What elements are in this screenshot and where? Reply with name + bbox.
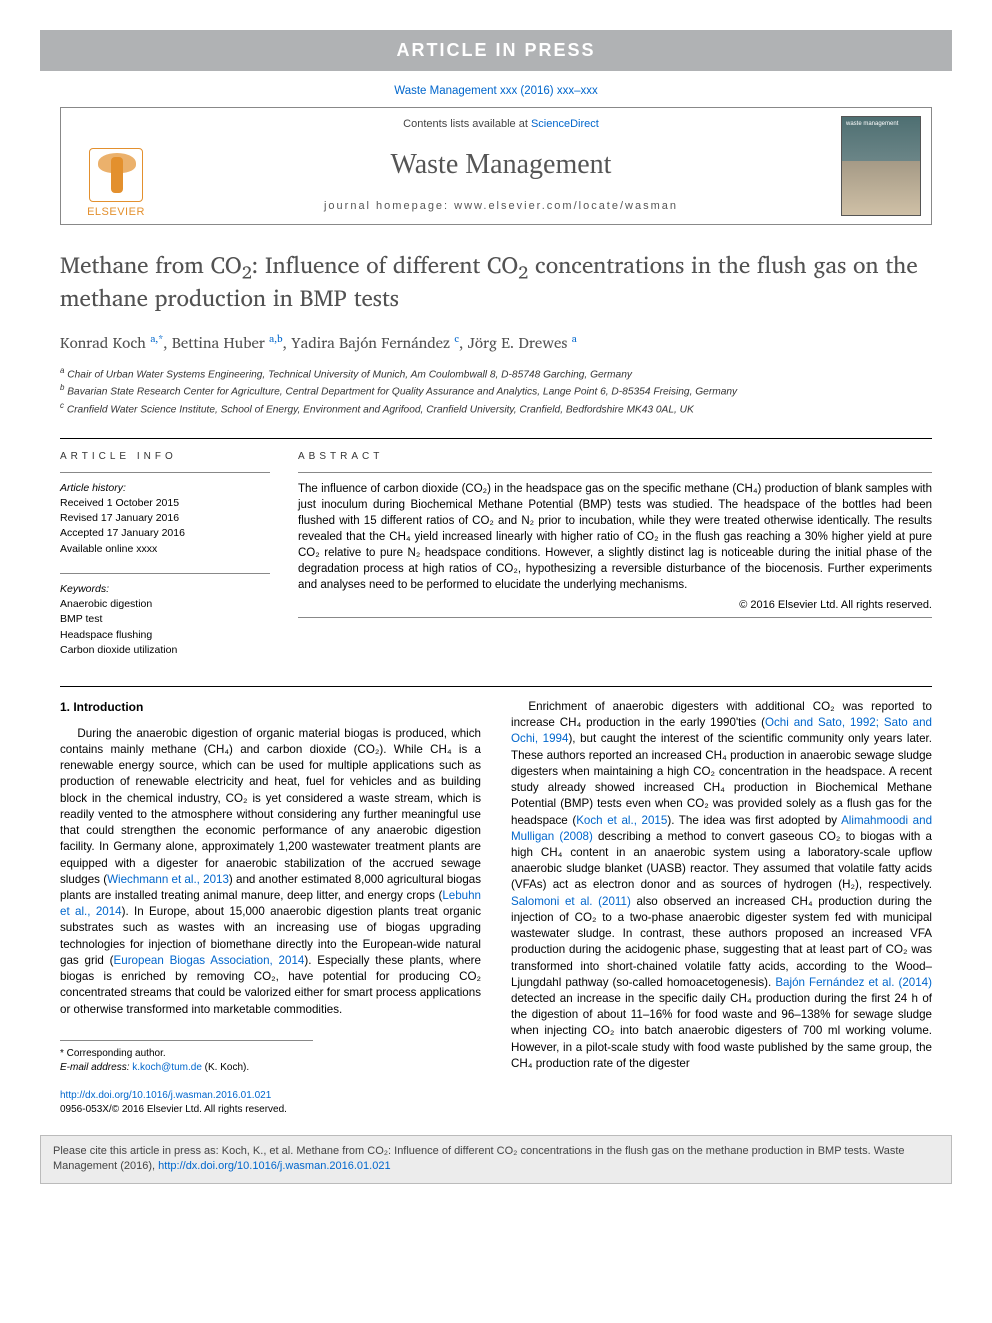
info-rule-1 xyxy=(60,472,270,473)
t: also observed an increased CH₄ productio… xyxy=(511,895,932,989)
history-online: Available online xxxx xyxy=(60,543,157,555)
ref-bajon[interactable]: Bajón Fernández et al. (2014) xyxy=(775,976,932,989)
history-accepted: Accepted 17 January 2016 xyxy=(60,527,185,539)
t: ), but caught the interest of the scient… xyxy=(511,732,932,826)
affiliation-b-text: Bavarian State Research Center for Agric… xyxy=(67,387,737,398)
t: detected an increase in the specific dai… xyxy=(511,992,932,1070)
author-3: Yadira Bajón Fernández xyxy=(291,330,450,355)
footer-cite-link[interactable]: http://dx.doi.org/10.1016/j.wasman.2016.… xyxy=(158,1160,390,1172)
article-in-press-banner: ARTICLE IN PRESS xyxy=(40,30,952,71)
author-4-aff[interactable]: a xyxy=(572,331,577,347)
keywords-block: Keywords: Anaerobic digestion BMP test H… xyxy=(60,582,270,658)
article-title: Methane from CO2: Influence of different… xyxy=(60,251,932,314)
ref-eba[interactable]: European Biogas Association, 2014 xyxy=(114,954,305,967)
doi-link[interactable]: http://dx.doi.org/10.1016/j.wasman.2016.… xyxy=(60,1090,271,1101)
t: During the anaerobic digestion of organi… xyxy=(60,727,481,886)
author-4: Jörg E. Drewes xyxy=(468,330,568,355)
ref-koch-2015[interactable]: Koch et al., 2015 xyxy=(576,814,667,827)
abstract-text: The influence of carbon dioxide (CO₂) in… xyxy=(298,481,932,594)
corresponding-marker[interactable]: * xyxy=(158,331,163,347)
history-label: Article history: xyxy=(60,482,126,494)
journal-name: Waste Management xyxy=(179,149,823,181)
sciencedirect-link[interactable]: ScienceDirect xyxy=(531,118,599,130)
title-sub2: 2 xyxy=(518,258,528,287)
body-left-column: 1. Introduction During the anaerobic dig… xyxy=(60,699,481,1117)
elsevier-logo[interactable]: ELSEVIER xyxy=(75,138,157,218)
corr-email-link[interactable]: k.koch@tum.de xyxy=(132,1062,202,1073)
affiliation-b: b Bavarian State Research Center for Agr… xyxy=(60,382,932,400)
journal-header-center: Contents lists available at ScienceDirec… xyxy=(171,108,831,224)
t: ). The idea was first adopted by xyxy=(667,814,841,827)
author-2: Bettina Huber xyxy=(172,330,265,355)
doi-block: http://dx.doi.org/10.1016/j.wasman.2016.… xyxy=(60,1089,481,1117)
contents-list-pre: Contents lists available at xyxy=(403,118,531,130)
journal-homepage-line: journal homepage: www.elsevier.com/locat… xyxy=(179,200,823,212)
elsevier-tree-icon xyxy=(89,148,143,202)
affiliation-c-text: Cranfield Water Science Institute, Schoo… xyxy=(67,405,694,416)
body-columns: 1. Introduction During the anaerobic dig… xyxy=(60,699,932,1117)
affiliations: a Chair of Urban Water Systems Engineeri… xyxy=(60,365,932,418)
body-left-para-1: During the anaerobic digestion of organi… xyxy=(60,726,481,1018)
keyword-3: Headspace flushing xyxy=(60,629,152,641)
top-citation-link[interactable]: Waste Management xxx (2016) xxx–xxx xyxy=(394,85,597,97)
abstract-column: ABSTRACT The influence of carbon dioxide… xyxy=(298,451,932,658)
keyword-1: Anaerobic digestion xyxy=(60,598,152,610)
section-heading-introduction: 1. Introduction xyxy=(60,699,481,716)
ref-wiechmann[interactable]: Wiechmann et al., 2013 xyxy=(107,873,229,886)
journal-cover-cell xyxy=(831,108,931,224)
journal-cover-thumbnail[interactable] xyxy=(841,116,921,216)
author-2-aff[interactable]: a,b xyxy=(269,331,282,347)
abstract-rule-bottom xyxy=(298,617,932,618)
author-3-aff[interactable]: c xyxy=(454,331,459,347)
journal-header: ELSEVIER Contents lists available at Sci… xyxy=(60,107,932,225)
info-rule-2 xyxy=(60,573,270,574)
info-abstract-row: ARTICLE INFO Article history: Received 1… xyxy=(60,451,932,658)
elsevier-wordmark: ELSEVIER xyxy=(87,206,145,218)
contents-list-line: Contents lists available at ScienceDirec… xyxy=(179,118,823,130)
corr-email-line: E-mail address: k.koch@tum.de (K. Koch). xyxy=(60,1061,313,1075)
affiliation-a-text: Chair of Urban Water Systems Engineering… xyxy=(67,369,632,380)
corr-name: (K. Koch). xyxy=(205,1062,249,1073)
abstract-label: ABSTRACT xyxy=(298,451,932,462)
rule-below-info xyxy=(60,686,932,687)
author-1: Konrad Koch xyxy=(60,330,146,355)
ref-salomoni[interactable]: Salomoni et al. (2011) xyxy=(511,895,631,908)
abstract-rule xyxy=(298,472,932,473)
publisher-logo-cell: ELSEVIER xyxy=(61,108,171,224)
authors-line: Konrad Koch a,*, Bettina Huber a,b, Yadi… xyxy=(60,330,932,355)
article-history: Article history: Received 1 October 2015… xyxy=(60,481,270,557)
footer-cite-box: Please cite this article in press as: Ko… xyxy=(40,1135,952,1184)
page-container: ARTICLE IN PRESS Waste Management xxx (2… xyxy=(0,0,992,1117)
rule-above-info xyxy=(60,438,932,439)
body-right-para-1: Enrichment of anaerobic digesters with a… xyxy=(511,699,932,1072)
history-received: Received 1 October 2015 xyxy=(60,497,179,509)
abstract-copyright: © 2016 Elsevier Ltd. All rights reserved… xyxy=(298,599,932,611)
history-revised: Revised 17 January 2016 xyxy=(60,512,179,524)
corr-email-label: E-mail address: xyxy=(60,1062,129,1073)
article-info-column: ARTICLE INFO Article history: Received 1… xyxy=(60,451,270,658)
issn-line: 0956-053X/© 2016 Elsevier Ltd. All right… xyxy=(60,1104,287,1115)
keywords-label: Keywords: xyxy=(60,583,109,595)
keyword-2: BMP test xyxy=(60,613,102,625)
top-citation: Waste Management xxx (2016) xxx–xxx xyxy=(60,85,932,97)
corr-label: * Corresponding author. xyxy=(60,1047,313,1061)
corresponding-author-block: * Corresponding author. E-mail address: … xyxy=(60,1040,313,1075)
affiliation-a: a Chair of Urban Water Systems Engineeri… xyxy=(60,365,932,383)
affiliation-c: c Cranfield Water Science Institute, Sch… xyxy=(60,400,932,418)
keyword-4: Carbon dioxide utilization xyxy=(60,644,177,656)
body-right-column: Enrichment of anaerobic digesters with a… xyxy=(511,699,932,1117)
article-info-label: ARTICLE INFO xyxy=(60,451,270,462)
